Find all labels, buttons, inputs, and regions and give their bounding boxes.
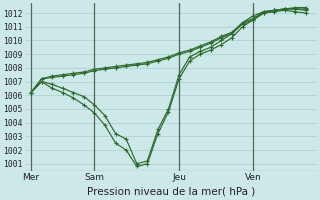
X-axis label: Pression niveau de la mer( hPa ): Pression niveau de la mer( hPa ): [87, 187, 255, 197]
